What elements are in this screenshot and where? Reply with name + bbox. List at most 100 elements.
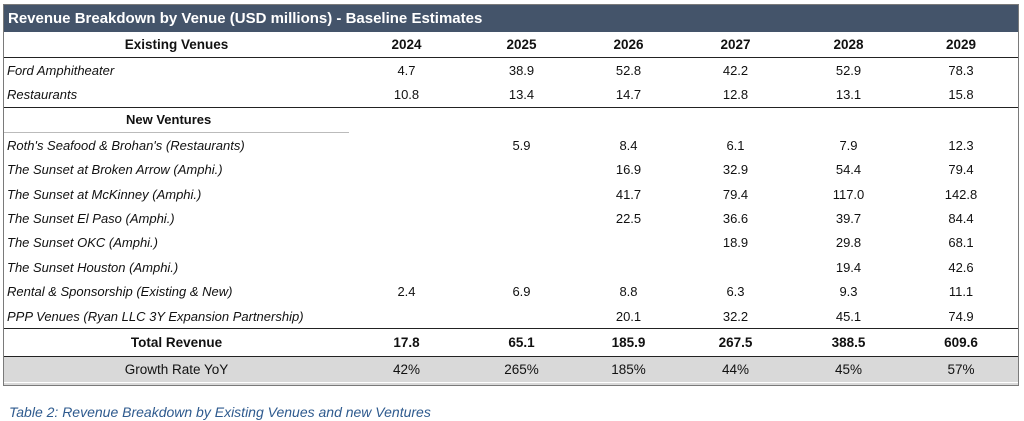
value-cell: 39.7 [835, 211, 862, 227]
value-cell: 36.6 [722, 211, 749, 227]
value-cell: 5.9 [512, 137, 531, 153]
row-label: Roth's Seafood & Brohan's (Restaurants) [7, 137, 245, 153]
row-label: Growth Rate YoY [4, 356, 349, 383]
table-row: The Sunset Houston (Amphi.) 19.4 42.6 [4, 255, 1018, 279]
value-cell: 14.7 [615, 87, 642, 103]
value-cell: 74.9 [948, 308, 974, 324]
value-cell [349, 133, 464, 158]
value-cell: 78.3 [948, 62, 974, 78]
value-cell: 42.2 [722, 62, 749, 78]
value-cell: 22.5 [615, 211, 642, 227]
revenue-table: Existing Venues 2024 2025 2026 2027 2028… [4, 32, 1018, 383]
revenue-table-frame: Revenue Breakdown by Venue (USD millions… [3, 4, 1019, 386]
value-cell: 117.0 [832, 186, 865, 202]
header-year: 2029 [904, 32, 1018, 58]
row-label: The Sunset Houston (Amphi.) [7, 259, 179, 275]
table-row: Roth's Seafood & Brohan's (Restaurants) 5… [4, 133, 1018, 158]
value-cell: 4.7 [397, 62, 416, 78]
row-label: The Sunset at Broken Arrow (Amphi.) [7, 162, 223, 178]
header-year: 2028 [793, 32, 904, 58]
row-label: The Sunset El Paso (Amphi.) [7, 211, 175, 227]
value-cell: 79.4 [722, 186, 749, 202]
header-year: 2027 [678, 32, 793, 58]
value-cell: 9.3 [839, 284, 858, 300]
table-row: The Sunset El Paso (Amphi.) 22.5 36.6 39.7 8… [4, 206, 1018, 230]
value-cell: 388.5 [793, 328, 904, 358]
growth-rate-row: Growth Rate YoY 42% 265% 185% 44% 45% 57% [4, 356, 1018, 383]
value-cell [464, 182, 579, 206]
value-cell: 8.8 [619, 284, 638, 300]
value-cell: 2.4 [397, 284, 416, 300]
value-cell: 6.9 [512, 284, 531, 300]
table-caption: Table 2: Revenue Breakdown by Existing V… [9, 404, 431, 420]
row-label: Total Revenue [4, 328, 349, 358]
cut-off-row [4, 383, 1018, 385]
value-cell: 6.1 [726, 137, 745, 153]
row-label: The Sunset at McKinney (Amphi.) [7, 186, 202, 202]
value-cell [464, 231, 579, 255]
table-row: The Sunset OKC (Amphi.) 18.9 29.8 68.1 [4, 231, 1018, 255]
table-row: Ford Amphitheater 4.7 38.9 52.8 42.2 52.9 78.3 [4, 58, 1018, 83]
value-cell: 41.7 [615, 186, 642, 202]
header-year: 2025 [464, 32, 579, 58]
value-cell [349, 158, 464, 182]
row-label: The Sunset OKC (Amphi.) [7, 235, 158, 251]
value-cell: 29.8 [835, 235, 862, 251]
value-cell: 65.1 [464, 328, 579, 358]
value-cell [579, 255, 678, 279]
value-cell: 52.8 [615, 62, 642, 78]
value-cell [349, 182, 464, 206]
empty-cell [464, 106, 579, 133]
value-cell: 267.5 [678, 328, 793, 358]
row-label: Ford Amphitheater [7, 62, 115, 78]
value-cell: 13.1 [835, 87, 862, 103]
value-cell: 57% [904, 356, 1018, 383]
empty-cell [793, 106, 904, 133]
value-cell: 6.3 [726, 284, 745, 300]
value-cell: 142.8 [944, 186, 978, 202]
value-cell: 44% [678, 356, 793, 383]
value-cell: 45% [793, 356, 904, 383]
value-cell: 13.4 [508, 87, 535, 103]
value-cell [678, 255, 793, 279]
value-cell: 19.4 [835, 259, 862, 275]
value-cell: 38.9 [508, 62, 535, 78]
total-revenue-row: Total Revenue 17.8 65.1 185.9 267.5 388.5 609.… [4, 328, 1018, 358]
section-row-new-ventures: New Ventures [4, 106, 1018, 134]
value-cell: 12.8 [722, 87, 749, 103]
value-cell: 18.9 [722, 235, 749, 251]
empty-cell [678, 106, 793, 133]
table-row: The Sunset at Broken Arrow (Amphi.) 16.9 3… [4, 158, 1018, 182]
table-title: Revenue Breakdown by Venue (USD millions… [4, 5, 1018, 32]
value-cell: 54.4 [835, 162, 862, 178]
value-cell: 42.6 [948, 259, 974, 275]
header-row: Existing Venues 2024 2025 2026 2027 2028… [4, 32, 1018, 58]
table-row: PPP Venues (Ryan LLC 3Y Expansion Partne… [4, 304, 1018, 329]
empty-cell [904, 106, 1018, 133]
value-cell [464, 255, 579, 279]
value-cell: 185.9 [579, 328, 678, 358]
value-cell: 10.8 [393, 87, 420, 103]
value-cell [349, 231, 464, 255]
value-cell [464, 158, 579, 182]
value-cell [579, 231, 678, 255]
value-cell: 52.9 [835, 62, 862, 78]
value-cell: 32.2 [722, 308, 749, 324]
header-existing-venues: Existing Venues [4, 32, 349, 58]
value-cell: 42% [349, 356, 464, 383]
value-cell: 265% [464, 356, 579, 383]
value-cell: 16.9 [615, 162, 642, 178]
header-year: 2026 [579, 32, 678, 58]
value-cell: 12.3 [948, 137, 974, 153]
value-cell: 17.8 [349, 328, 464, 358]
value-cell: 7.9 [839, 137, 858, 153]
value-cell: 68.1 [948, 235, 974, 251]
value-cell [464, 304, 579, 329]
value-cell: 15.8 [948, 87, 974, 103]
value-cell: 45.1 [835, 308, 862, 324]
value-cell [349, 206, 464, 230]
section-label: New Ventures [4, 106, 349, 134]
empty-cell [579, 106, 678, 133]
value-cell: 84.4 [948, 211, 974, 227]
header-year: 2024 [349, 32, 464, 58]
